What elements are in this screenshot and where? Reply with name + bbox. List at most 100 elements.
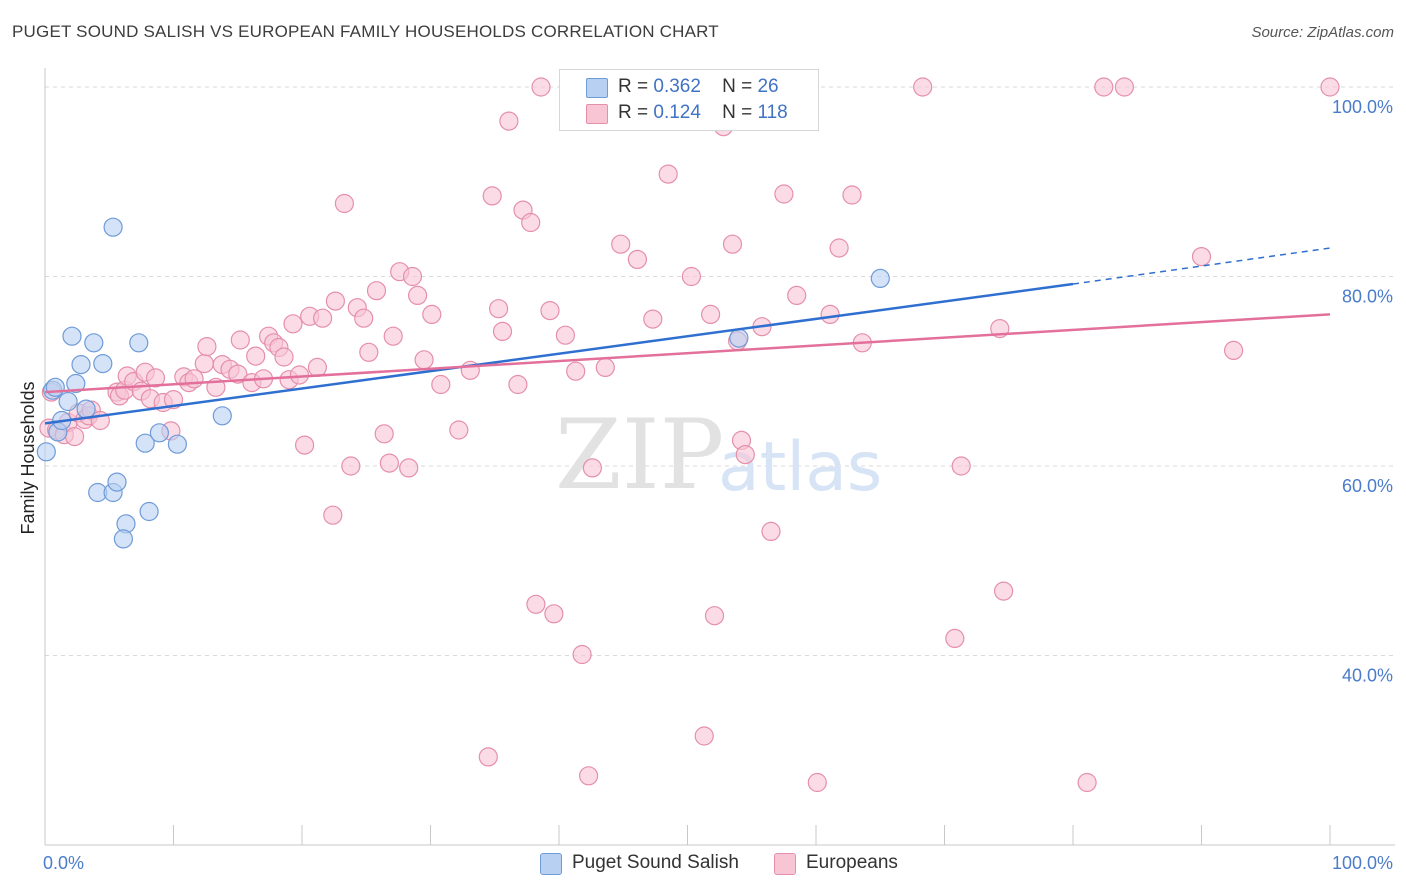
europeans-point <box>379 453 399 473</box>
europeans-point <box>681 266 702 287</box>
europeans-point <box>374 424 394 444</box>
europeans-point <box>359 342 379 362</box>
trend-lines <box>44 247 1331 425</box>
r-label: R = <box>618 102 649 123</box>
puget-sound-salish-point <box>167 434 187 454</box>
source-credit: Source: ZipAtlas.com <box>1251 24 1394 41</box>
europeans-point <box>578 766 599 786</box>
puget-sound-salish-point <box>870 268 890 288</box>
puget-sound-salish-point <box>135 433 155 453</box>
europeans-point <box>341 456 361 476</box>
europeans-point <box>449 420 469 440</box>
europeans-point <box>325 291 345 311</box>
blue-swatch <box>586 78 608 98</box>
europeans-point <box>194 354 214 374</box>
n-label: N = <box>722 76 753 97</box>
europeans-point <box>274 347 294 367</box>
europeans-point <box>951 456 971 476</box>
legend-label: Puget Sound Salish <box>572 852 739 873</box>
europeans-point <box>289 365 309 385</box>
europeans-point <box>531 77 551 97</box>
puget-sound-salish-points <box>36 217 890 549</box>
y-tick-label: 80.0% <box>1342 286 1393 306</box>
europeans-point <box>700 304 721 324</box>
europeans-point <box>1191 247 1212 267</box>
europeans-point <box>482 186 502 206</box>
europeans-point <box>492 321 513 341</box>
europeans-point <box>611 234 631 254</box>
europeans-point <box>694 726 714 746</box>
europeans-point <box>230 330 250 350</box>
puget-sound-salish-point <box>139 501 159 522</box>
europeans-point <box>283 314 303 334</box>
x-tick-label: 100.0% <box>1332 853 1393 873</box>
y-tick-label: 40.0% <box>1342 665 1393 685</box>
europeans-point <box>787 285 807 305</box>
europeans-point <box>422 304 442 324</box>
europeans-point <box>508 374 528 395</box>
europeans-point <box>761 521 781 542</box>
europeans-point <box>735 445 755 465</box>
puget-sound-salish-point <box>107 472 127 492</box>
europeans-point <box>566 361 586 381</box>
europeans-point <box>366 281 387 301</box>
gridlines <box>45 86 1395 656</box>
puget-sound-salish-point <box>103 217 123 237</box>
blue-swatch <box>540 853 562 875</box>
europeans-point <box>842 185 862 205</box>
n-value: 118 <box>757 102 788 123</box>
europeans-point <box>478 747 498 767</box>
puget-sound-salish-point <box>76 399 96 419</box>
europeans-point <box>323 505 343 525</box>
europeans-point <box>704 606 725 626</box>
europeans-point <box>829 238 849 258</box>
tick-labels: 40.0% 60.0% 80.0% 100.0% 0.0% 100.0% <box>43 97 1393 873</box>
puget-sound-salish-point <box>66 373 86 394</box>
europeans-point <box>1094 77 1114 97</box>
europeans-point <box>627 249 648 269</box>
europeans-point <box>993 581 1014 601</box>
puget-sound-salish-point <box>212 406 232 426</box>
legend-row-text: R = 0.362 N = 26 <box>618 76 779 98</box>
x-tick-label: 0.0% <box>43 853 84 873</box>
europeans-point <box>431 374 451 395</box>
europeans-point <box>184 369 204 389</box>
r-value: 0.124 <box>653 102 701 123</box>
europeans-point <box>774 184 794 204</box>
europeans-point <box>313 308 333 328</box>
europeans-point <box>643 309 663 329</box>
pink-swatch <box>774 853 796 875</box>
europeans-point <box>526 594 546 614</box>
puget-sound-salish-point <box>113 529 134 549</box>
n-label: N = <box>722 102 753 123</box>
europeans-point <box>1114 77 1135 97</box>
y-axis-label: Family Households <box>18 381 38 534</box>
europeans-trend-line <box>44 313 1331 394</box>
r-label: R = <box>618 76 649 97</box>
europeans-point <box>402 266 423 287</box>
legend-label: Europeans <box>806 852 898 873</box>
europeans-point <box>820 304 840 324</box>
puget-sound-salish-point <box>71 355 91 375</box>
puget-sound-salish-point <box>729 328 749 348</box>
europeans-point <box>408 285 428 305</box>
europeans-point <box>913 77 933 97</box>
europeans-point <box>145 368 166 388</box>
europeans-point <box>807 772 827 793</box>
europeans-point <box>499 111 519 131</box>
europeans-point <box>334 193 354 214</box>
europeans-point <box>307 357 327 377</box>
chart-title: PUGET SOUND SALISH VS EUROPEAN FAMILY HO… <box>12 22 719 41</box>
n-value: 26 <box>757 76 779 97</box>
europeans-point <box>595 357 615 377</box>
europeans-point <box>399 458 419 478</box>
puget-sound-salish-point <box>36 442 56 462</box>
pink-swatch <box>586 104 608 124</box>
europeans-point <box>197 337 217 357</box>
legend-row-text: R = 0.124 N = 118 <box>618 102 788 124</box>
europeans-point <box>658 164 678 184</box>
europeans-point <box>354 308 374 328</box>
europeans-point <box>1077 772 1097 793</box>
europeans-point <box>489 299 509 319</box>
